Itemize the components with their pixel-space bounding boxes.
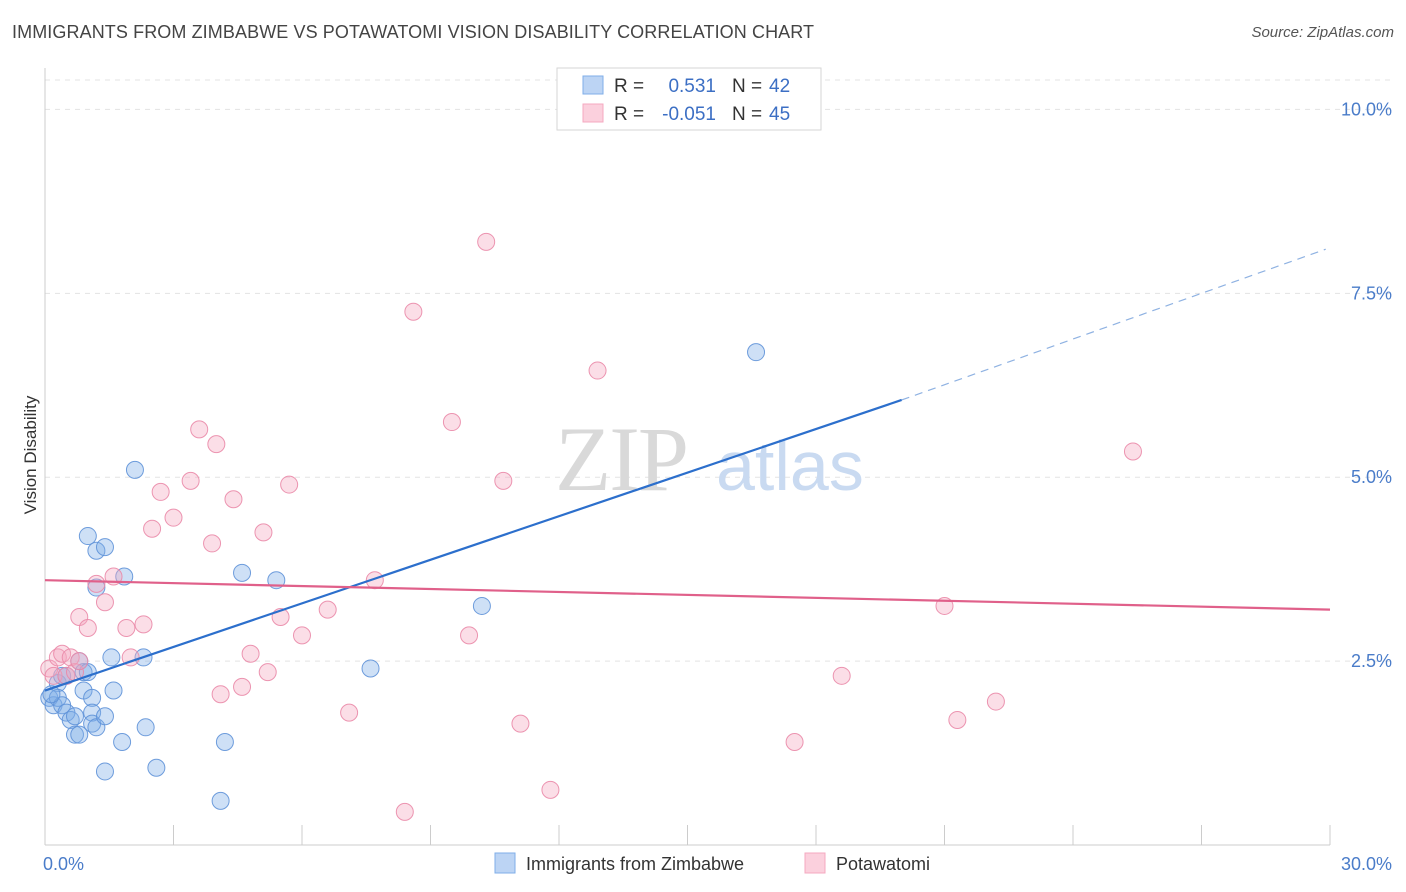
y-tick-label-3: 10.0% [1341, 99, 1392, 119]
potawatomi-point-41 [511, 714, 530, 733]
stats-r-label-potawatomi: R = [614, 104, 644, 125]
zimbabwe-point-34 [211, 791, 230, 810]
potawatomi-point-27 [254, 523, 273, 542]
series-legend-label-potawatomi: Potawatomi [836, 854, 930, 874]
zimbabwe-point-10 [65, 707, 84, 726]
series-legend-swatch-zimbabwe [494, 852, 516, 874]
zimbabwe-point-35 [215, 733, 234, 752]
series-legend-swatch-potawatomi [804, 852, 826, 874]
potawatomi-point-38 [460, 626, 479, 645]
potawatomi-point-35 [395, 802, 414, 821]
y-tick-label-2: 7.5% [1351, 283, 1392, 303]
potawatomi-point-9 [78, 619, 97, 638]
zimbabwe-point-23 [95, 538, 114, 557]
series-potawatomi-points [40, 232, 1142, 821]
watermark-zip: ZIP [555, 408, 687, 510]
potawatomi-point-33 [340, 703, 359, 722]
y-tick-label-1: 5.0% [1351, 467, 1392, 487]
potawatomi-point-30 [280, 475, 299, 494]
chart-title: IMMIGRANTS FROM ZIMBABWE VS POTAWATOMI V… [12, 22, 815, 42]
potawatomi-point-17 [151, 482, 170, 501]
stats-n-value-potawatomi: 45 [769, 104, 790, 125]
potawatomi-point-39 [477, 232, 496, 251]
zimbabwe-point-36 [233, 563, 252, 582]
stats-r-value-zimbabwe: 0.531 [668, 76, 716, 97]
series-legend: Immigrants from Zimbabwe Potawatomi [494, 852, 930, 874]
stats-n-label-potawatomi: N = [732, 104, 762, 125]
potawatomi-point-26 [241, 644, 260, 663]
stats-legend-swatch-zimbabwe [582, 75, 604, 95]
potawatomi-point-24 [224, 490, 243, 509]
potawatomi-point-10 [87, 574, 106, 593]
zimbabwe-point-40 [747, 343, 766, 362]
potawatomi-point-11 [95, 593, 114, 612]
stats-r-value-potawatomi: -0.051 [662, 104, 716, 125]
potawatomi-point-31 [293, 626, 311, 645]
potawatomi-point-16 [143, 519, 162, 538]
potawatomi-point-40 [494, 471, 513, 490]
potawatomi-point-18 [164, 508, 183, 527]
watermark-atlas: atlas [716, 427, 864, 505]
potawatomi-point-23 [211, 685, 230, 704]
zimbabwe-point-29 [115, 567, 134, 586]
zimbabwe-point-9 [65, 725, 84, 744]
potawatomi-point-43 [588, 361, 607, 380]
trend-lines [44, 248, 1331, 692]
potawatomi-point-45 [832, 666, 851, 685]
potawatomi-point-36 [404, 302, 423, 321]
potawatomi-point-28 [258, 663, 277, 682]
zimbabwe-point-30 [125, 460, 144, 479]
potawatomi-point-42 [541, 780, 560, 799]
x-tick-label-max: 30.0% [1341, 854, 1392, 874]
zimbabwe-point-25 [95, 762, 114, 781]
stats-r-label-zimbabwe: R = [614, 76, 644, 97]
series-legend-label-zimbabwe: Immigrants from Zimbabwe [526, 854, 744, 874]
potawatomi-point-3 [53, 644, 72, 663]
potawatomi-point-25 [233, 677, 252, 696]
potawatomi-point-44 [785, 733, 804, 752]
trend-line-zimbabwe-extension [901, 248, 1326, 401]
zimbabwe-point-38 [361, 659, 380, 678]
stats-n-label-zimbabwe: N = [732, 76, 762, 97]
zimbabwe-point-27 [104, 681, 123, 700]
stats-n-value-zimbabwe: 42 [769, 76, 790, 97]
zimbabwe-point-32 [136, 718, 155, 737]
stats-legend: R = 0.531 N = 42 R = -0.051 N = 45 [556, 67, 822, 131]
potawatomi-point-21 [203, 534, 222, 553]
potawatomi-point-1 [44, 666, 63, 685]
zimbabwe-point-24 [95, 707, 114, 726]
y-axis-label: Vision Disability [21, 395, 40, 514]
potawatomi-point-20 [190, 420, 209, 439]
potawatomi-point-22 [207, 435, 226, 454]
potawatomi-point-15 [134, 615, 153, 634]
y-tick-labels: 2.5% 5.0% 7.5% 10.0% [1341, 99, 1392, 671]
potawatomi-point-5 [61, 648, 80, 667]
axes [44, 68, 1331, 846]
y-tick-label-0: 2.5% [1351, 651, 1392, 671]
zimbabwe-point-39 [472, 596, 491, 615]
zimbabwe-point-20 [78, 527, 97, 546]
potawatomi-point-48 [986, 692, 1005, 711]
zimbabwe-point-16 [83, 688, 102, 707]
zimbabwe-point-11 [70, 725, 89, 744]
potawatomi-point-19 [181, 471, 200, 490]
potawatomi-point-47 [948, 710, 967, 729]
x-tick-label-min: 0.0% [43, 854, 84, 874]
potawatomi-point-14 [121, 648, 140, 667]
trend-line-zimbabwe [44, 398, 903, 692]
zimbabwe-point-26 [102, 648, 121, 667]
potawatomi-point-37 [442, 413, 461, 432]
zimbabwe-point-21 [87, 541, 106, 560]
watermark: ZIP atlas [555, 408, 864, 510]
stats-legend-swatch-potawatomi [582, 103, 604, 123]
potawatomi-point-7 [70, 652, 89, 671]
zimbabwe-point-33 [147, 758, 166, 777]
chart-source: Source: ZipAtlas.com [1251, 24, 1394, 41]
potawatomi-point-32 [318, 600, 337, 619]
potawatomi-point-13 [117, 619, 136, 638]
trend-line-potawatomi [44, 579, 1331, 611]
zimbabwe-point-28 [113, 733, 132, 752]
potawatomi-point-49 [1123, 442, 1142, 461]
